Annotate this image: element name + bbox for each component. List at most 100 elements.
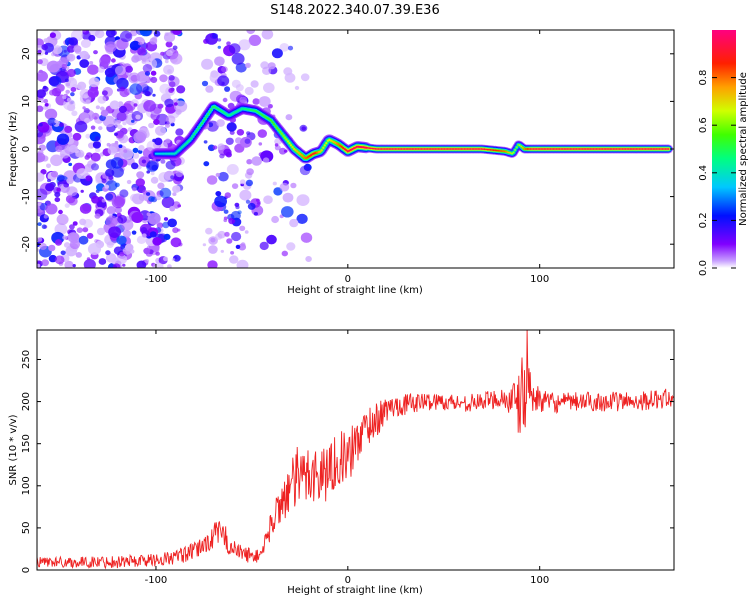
ridge-point [489,149,492,151]
noise-blob [159,74,168,83]
ridge-point [431,148,434,150]
noise-blob [150,171,155,176]
noise-blob [165,123,170,128]
noise-blob [87,243,102,255]
noise-blob [238,243,247,251]
snr-frame [36,329,675,571]
ridge-point [540,148,543,150]
noise-blob [90,152,101,162]
noise-blob [62,95,67,100]
noise-blob [207,260,218,268]
ridge-point [400,148,403,150]
noise-blob [52,45,63,55]
ridge-point [564,148,567,150]
ridge-point [289,144,293,147]
ridge-point [409,148,412,150]
noise-blob [104,184,110,189]
ridge-point [323,144,326,147]
noise-blob [37,105,44,113]
ridge-point [523,148,526,150]
ridge-point [610,148,613,150]
ridge-point [494,149,497,152]
ridge-point [480,148,483,150]
noise-blob [43,38,49,43]
ridge-point [183,143,187,146]
spectrogram-y-label: Frequency (Hz) [8,111,19,187]
figure-title: S148.2022.340.07.39.E36 [270,3,439,18]
ridge-point [297,151,300,154]
noise-blob [235,62,247,73]
noise-blob [119,251,125,257]
noise-blob [279,43,290,52]
noise-blob [290,182,297,189]
ridge-point [635,148,638,150]
ridge-point [385,148,388,150]
noise-blob [250,80,259,88]
colorbar-tick-label: 0.2 [698,212,709,228]
spectrogram-y-ticks: -20 -10 0 10 20 [21,47,674,252]
noise-blob [159,83,171,95]
ridge-point [448,148,450,150]
ridge-point [376,148,378,150]
ridge-point [459,148,461,150]
noise-blob [231,231,242,242]
noise-blob [98,258,107,265]
ridge-point [641,148,644,150]
noise-blob [142,189,148,195]
ridge-point [574,148,576,150]
ridge-point [422,148,424,150]
ridge-point [199,124,202,127]
ridge-point [594,148,596,150]
noise-blob [66,177,74,185]
ridge-point [581,148,584,150]
noise-blob [135,178,145,187]
ridge-point [614,148,616,150]
ridge-point [416,148,418,150]
noise-blob [105,193,114,201]
noise-blob [201,58,214,70]
noise-blob [201,80,209,87]
noise-blob [95,147,101,153]
colorbar-tick-label: 0.6 [698,117,709,133]
ridge-point [417,148,420,150]
y-tick-label: 150 [21,434,32,453]
ridge-point [667,148,670,150]
ridge-point [471,148,474,150]
noise-blob [93,50,98,55]
noise-blob [83,219,93,228]
noise-blob [166,50,173,57]
noise-blob [274,143,279,147]
noise-blob [172,201,181,209]
noise-blob [253,211,258,216]
noise-blob [105,159,117,170]
ridge-point [369,147,372,150]
noise-blob [119,30,133,42]
noise-blob [131,119,135,123]
ridge-point [276,126,279,130]
ridge-point [465,148,467,150]
ridge-point [279,130,282,134]
noise-blob [93,116,98,120]
ridge-point [345,149,348,152]
y-tick-label: 10 [21,95,32,108]
ridge-point [571,148,573,150]
noise-blob [168,88,174,93]
noise-blob [217,230,226,239]
noise-blob [163,217,169,221]
ridge-point [180,146,184,149]
ridge-point [167,152,170,155]
noise-blob [163,64,175,75]
ridge-point [162,152,165,155]
noise-blob [214,195,228,208]
noise-blob [88,34,96,42]
ridge-point [624,148,627,150]
noise-blob [50,170,59,178]
noise-blob [91,195,100,204]
ridge-point [286,140,290,143]
ridge-point [646,148,648,150]
ridge-point [185,141,188,145]
ridge-point [196,128,199,131]
noise-blob [84,154,90,160]
noise-blob [105,30,116,38]
ridge-point [373,147,375,150]
